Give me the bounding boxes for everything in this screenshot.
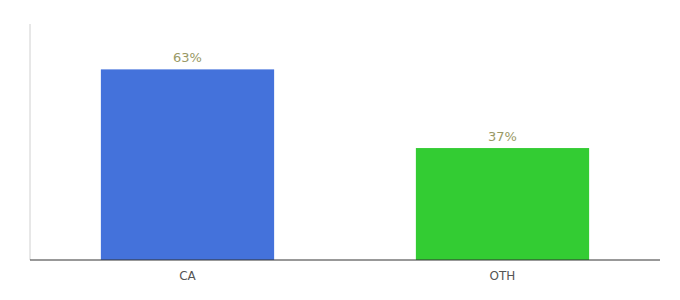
data-label: 63% [173, 50, 202, 65]
bars [101, 69, 589, 260]
x-tick-label: CA [179, 269, 196, 283]
chart: 63% 37% CA OTH [0, 0, 680, 300]
x-axis-line [30, 260, 660, 261]
y-axis-line [30, 24, 31, 260]
chart-container: 63% 37% CA OTH [0, 0, 680, 300]
data-label: 37% [488, 129, 517, 144]
bar [101, 69, 274, 260]
x-tick-label: OTH [490, 269, 516, 283]
bar [416, 148, 589, 260]
